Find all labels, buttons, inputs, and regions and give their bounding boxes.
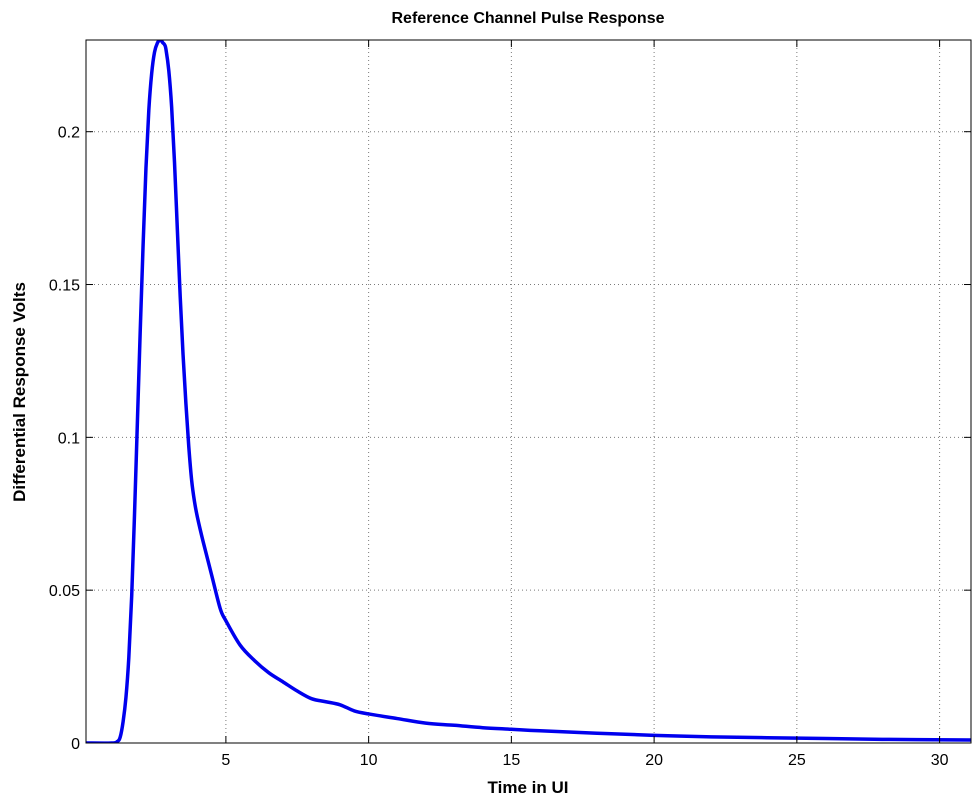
- axes-box: [85, 39, 972, 744]
- series-layer: [86, 40, 971, 743]
- chart-title: Reference Channel Pulse Response: [392, 10, 665, 27]
- y-tick-label: 0.2: [58, 125, 80, 142]
- ticks: 5 10 15 20 25 30 0 0.05 0.1 0.15 0.2: [49, 40, 971, 769]
- x-axis-label: Time in UI: [488, 778, 569, 797]
- y-axis-label: Differential Response Volts: [10, 282, 29, 502]
- y-tick-label: 0.15: [49, 278, 80, 295]
- y-tick-label: 0: [71, 736, 80, 753]
- y-tick-label: 0.05: [49, 583, 80, 600]
- x-tick-label: 10: [360, 752, 378, 769]
- series-line: [86, 40, 971, 743]
- x-tick-label: 5: [221, 752, 230, 769]
- x-tick-label: 25: [788, 752, 806, 769]
- x-tick-label: 15: [502, 752, 520, 769]
- y-tick-label: 0.1: [58, 430, 80, 447]
- x-tick-label: 20: [645, 752, 663, 769]
- x-tick-label: 30: [931, 752, 949, 769]
